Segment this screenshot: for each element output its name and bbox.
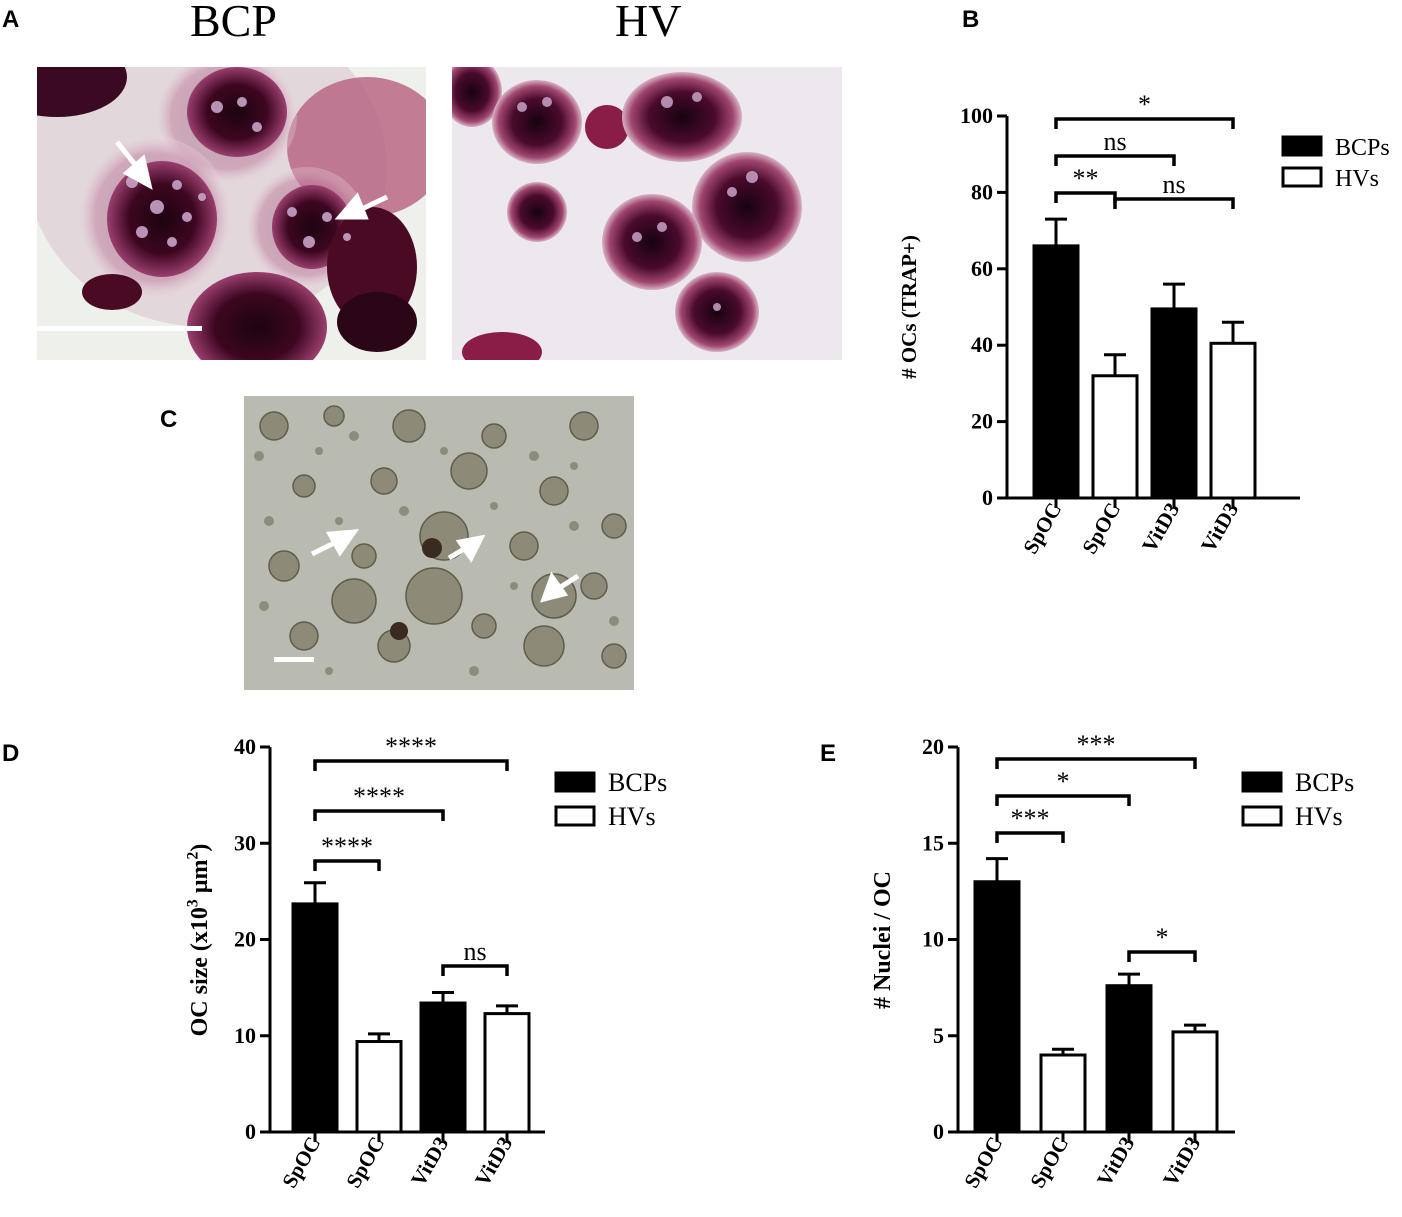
micrograph-phase-contrast bbox=[244, 396, 634, 690]
panel-letter-e: E bbox=[820, 740, 837, 767]
micrograph-title-bcp: BCP bbox=[190, 0, 277, 46]
significance-label: ns bbox=[1162, 170, 1185, 199]
legend-swatch bbox=[1281, 166, 1323, 188]
y-axis-label: # Nuclei / OC bbox=[870, 871, 896, 1009]
significance-bracket bbox=[1127, 950, 1197, 962]
significance-bracket bbox=[1113, 197, 1235, 209]
panel-letter-c: C bbox=[160, 406, 178, 433]
y-tick-label: 0 bbox=[245, 1119, 256, 1144]
significance-label: *** bbox=[1077, 730, 1116, 759]
y-axis-label: OC size (x103 µm2) bbox=[184, 844, 213, 1037]
significance-label: ns bbox=[1103, 127, 1126, 156]
y-tick-label: 60 bbox=[971, 256, 993, 281]
significance-bracket bbox=[1054, 154, 1176, 166]
significance-label: **** bbox=[353, 782, 405, 811]
significance-bracket bbox=[995, 794, 1131, 806]
bar bbox=[1171, 1030, 1219, 1134]
bar bbox=[419, 1001, 467, 1134]
legend-swatch bbox=[1281, 135, 1323, 157]
legend-swatch bbox=[1241, 771, 1283, 793]
significance-label: **** bbox=[321, 832, 373, 861]
y-tick-label: 20 bbox=[971, 409, 993, 434]
micrograph-title-hv: HV bbox=[615, 0, 682, 46]
legend-label: HVs bbox=[1335, 166, 1379, 192]
y-tick-label: 20 bbox=[234, 927, 256, 952]
significance-bracket bbox=[313, 759, 509, 771]
y-axis-label: # OCs (TRAP+) bbox=[897, 235, 921, 379]
bar bbox=[1039, 1053, 1087, 1134]
y-tick-label: 40 bbox=[971, 332, 993, 357]
y-tick-label: 10 bbox=[922, 927, 944, 952]
bar bbox=[483, 1012, 531, 1134]
significance-label: ns bbox=[463, 937, 486, 966]
category-label: VitD3 bbox=[1092, 1133, 1139, 1191]
panel-letter-b: B bbox=[962, 6, 980, 33]
significance-label: **** bbox=[385, 732, 437, 761]
legend-label: BCPs bbox=[608, 768, 667, 797]
y-tick-label: 20 bbox=[922, 734, 944, 759]
y-tick-label: 80 bbox=[971, 179, 993, 204]
legend-label: BCPs bbox=[1335, 135, 1390, 161]
y-tick-label: 15 bbox=[922, 830, 944, 855]
panel-letter-d: D bbox=[2, 740, 20, 767]
bar bbox=[1150, 307, 1198, 500]
significance-bracket bbox=[995, 757, 1197, 769]
category-label: VitD3 bbox=[1158, 1133, 1205, 1191]
y-tick-label: 0 bbox=[982, 485, 993, 510]
y-tick-label: 40 bbox=[234, 734, 256, 759]
significance-label: ** bbox=[1073, 164, 1099, 193]
significance-label: * bbox=[1057, 767, 1070, 796]
significance-bracket bbox=[1054, 117, 1235, 129]
category-label: SpOC bbox=[959, 1133, 1007, 1193]
panel-letter-a: A bbox=[2, 6, 20, 33]
bar bbox=[1105, 984, 1153, 1134]
significance-label: *** bbox=[1011, 804, 1050, 833]
significance-label: * bbox=[1138, 90, 1151, 119]
legend-label: BCPs bbox=[1295, 768, 1354, 797]
significance-bracket bbox=[441, 964, 509, 976]
legend-label: HVs bbox=[1295, 802, 1343, 831]
y-tick-label: 100 bbox=[960, 103, 993, 128]
bar bbox=[291, 902, 339, 1134]
y-tick-label: 0 bbox=[933, 1119, 944, 1144]
legend-swatch bbox=[1241, 805, 1283, 827]
legend-label: HVs bbox=[608, 802, 656, 831]
legend-swatch bbox=[554, 771, 596, 793]
significance-label: * bbox=[1156, 923, 1169, 952]
significance-bracket bbox=[313, 809, 445, 821]
y-tick-label: 10 bbox=[234, 1023, 256, 1048]
micrograph-bcp-trap-stain bbox=[37, 67, 426, 360]
significance-bracket bbox=[313, 859, 381, 871]
y-tick-label: 5 bbox=[933, 1023, 944, 1048]
micrograph-hv-trap-stain bbox=[452, 67, 842, 360]
y-tick-label: 30 bbox=[234, 830, 256, 855]
legend-swatch bbox=[554, 805, 596, 827]
significance-bracket bbox=[995, 831, 1065, 843]
category-label: SpOC bbox=[1025, 1133, 1073, 1193]
bar bbox=[973, 880, 1021, 1134]
